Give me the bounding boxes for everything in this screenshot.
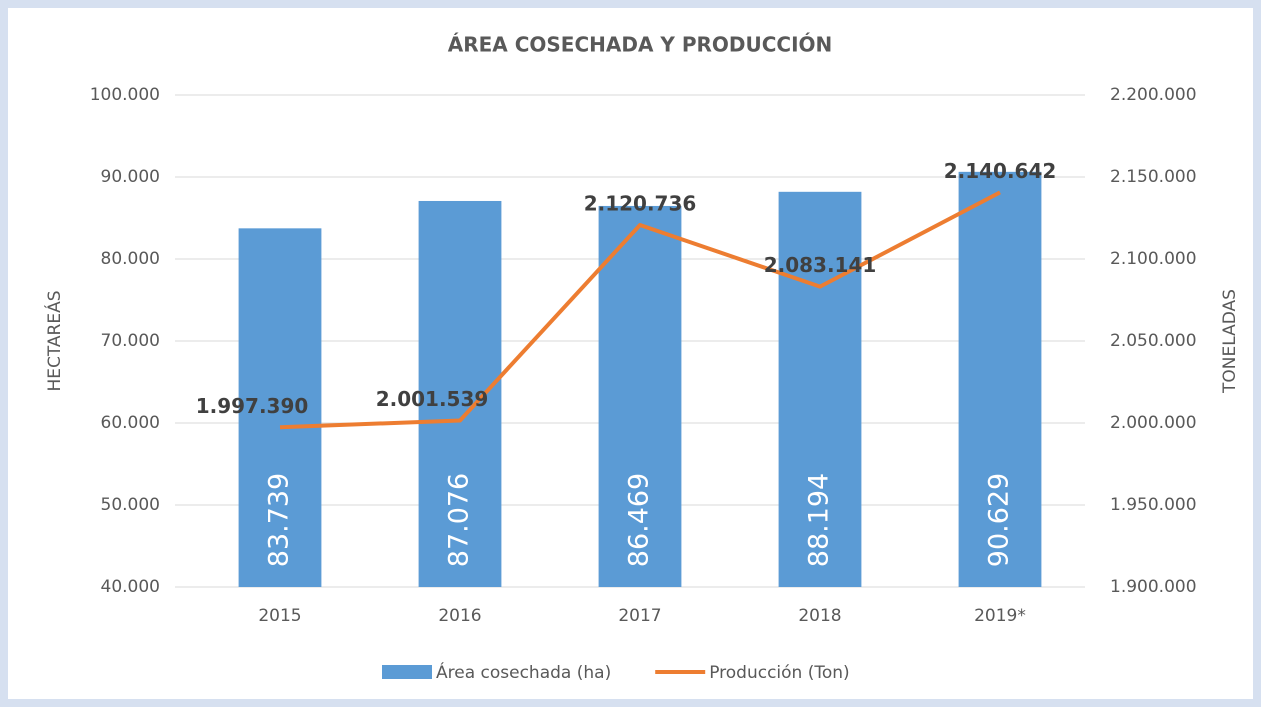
y-tick-label: 40.000	[101, 577, 160, 597]
bar	[598, 205, 682, 587]
legend-label: Producción (Ton)	[709, 663, 849, 683]
legend-label: Área cosechada (ha)	[436, 661, 611, 683]
x-tick-label: 2015	[258, 606, 301, 626]
x-tick-label: 2019*	[974, 606, 1026, 626]
bar-value-label: 83.739	[264, 473, 295, 567]
bar	[418, 200, 502, 587]
line-value-label: 1.997.390	[196, 394, 309, 418]
y2-tick-label: 2.150.000	[1110, 167, 1197, 187]
y-tick-label: 50.000	[101, 495, 160, 515]
y2-tick-label: 2.000.000	[1110, 413, 1197, 433]
bar	[778, 191, 862, 587]
y2-axis-title: TONELADAS	[1220, 289, 1240, 394]
chart-title: ÁREA COSECHADA Y PRODUCCIÓN	[448, 33, 833, 57]
line-value-label: 2.001.539	[376, 387, 489, 411]
x-tick-label: 2018	[798, 606, 841, 626]
x-tick-label: 2016	[438, 606, 481, 626]
y2-tick-label: 2.200.000	[1110, 85, 1197, 105]
y-tick-label: 90.000	[101, 167, 160, 187]
y-tick-label: 70.000	[101, 331, 160, 351]
line-value-label: 2.083.141	[764, 253, 877, 277]
y-tick-label: 80.000	[101, 249, 160, 269]
y2-tick-label: 1.900.000	[1110, 577, 1197, 597]
line-value-label: 2.140.642	[944, 159, 1057, 183]
line-value-label: 2.120.736	[584, 191, 697, 215]
bar-value-label: 88.194	[804, 473, 835, 567]
bar	[958, 171, 1042, 587]
bar-value-label: 86.469	[624, 473, 655, 567]
line	[279, 190, 1001, 430]
y-tick-label: 60.000	[101, 413, 160, 433]
y2-tick-label: 1.950.000	[1110, 495, 1197, 515]
y2-tick-label: 2.050.000	[1110, 331, 1197, 351]
bar	[238, 228, 322, 587]
x-tick-label: 2017	[618, 606, 661, 626]
bar-value-label: 90.629	[984, 473, 1015, 567]
y-axis-title: HECTAREÁS	[43, 290, 65, 391]
bar-value-label: 87.076	[444, 473, 475, 567]
legend-swatch	[382, 665, 432, 679]
y-tick-label: 100.000	[90, 85, 160, 105]
y2-tick-label: 2.100.000	[1110, 249, 1197, 269]
